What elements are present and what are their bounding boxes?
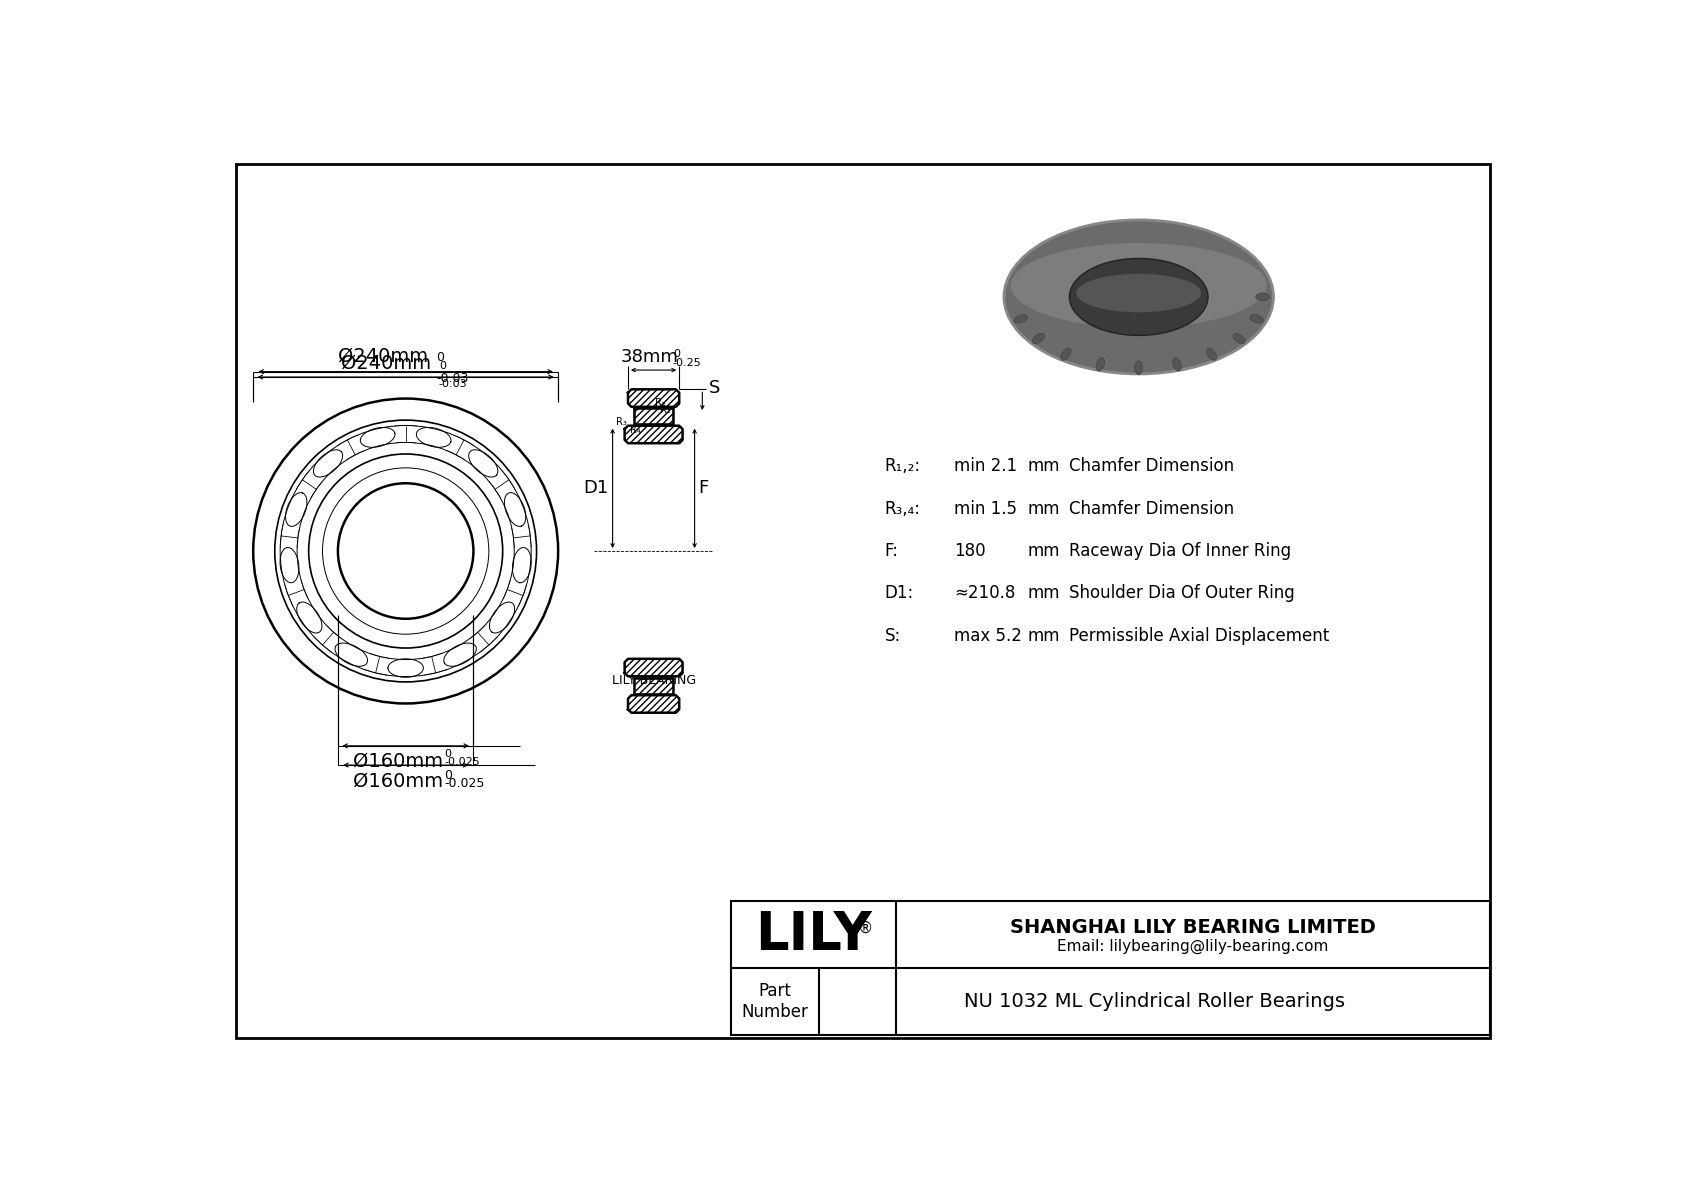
Text: Email: lilybearing@lily-bearing.com: Email: lilybearing@lily-bearing.com xyxy=(1058,939,1329,954)
Text: Shoulder Dia Of Outer Ring: Shoulder Dia Of Outer Ring xyxy=(1069,585,1295,603)
Text: mm: mm xyxy=(1027,500,1059,518)
Text: -0.025: -0.025 xyxy=(445,778,485,791)
Text: mm: mm xyxy=(1027,626,1059,644)
Polygon shape xyxy=(628,696,679,712)
Text: mm: mm xyxy=(1027,542,1059,560)
Text: S:: S: xyxy=(884,626,901,644)
Text: Permissible Axial Displacement: Permissible Axial Displacement xyxy=(1069,626,1330,644)
Text: Part
Number: Part Number xyxy=(741,981,808,1021)
Ellipse shape xyxy=(1250,314,1263,323)
Text: 0: 0 xyxy=(445,749,451,759)
Bar xyxy=(731,902,1490,1035)
Text: Ø240mm: Ø240mm xyxy=(337,347,428,366)
Ellipse shape xyxy=(1004,220,1273,374)
Ellipse shape xyxy=(1172,357,1180,370)
Ellipse shape xyxy=(1076,274,1201,312)
Polygon shape xyxy=(625,659,682,676)
Text: mm: mm xyxy=(1027,457,1059,475)
Polygon shape xyxy=(635,409,674,424)
Ellipse shape xyxy=(1135,361,1142,375)
Polygon shape xyxy=(635,678,674,694)
Text: Ø160mm: Ø160mm xyxy=(354,752,443,771)
Text: Chamfer Dimension: Chamfer Dimension xyxy=(1069,500,1234,518)
Text: ®: ® xyxy=(857,921,872,936)
Text: 0: 0 xyxy=(440,361,446,370)
Text: SHANGHAI LILY BEARING LIMITED: SHANGHAI LILY BEARING LIMITED xyxy=(1010,918,1376,937)
Ellipse shape xyxy=(1206,348,1218,360)
Ellipse shape xyxy=(1061,348,1071,360)
Ellipse shape xyxy=(1233,333,1244,344)
Text: 0: 0 xyxy=(674,349,680,360)
Polygon shape xyxy=(625,425,682,443)
Polygon shape xyxy=(625,659,682,676)
Text: F:: F: xyxy=(884,542,899,560)
Text: mm: mm xyxy=(1027,585,1059,603)
Text: R₂: R₂ xyxy=(655,398,665,409)
Text: F: F xyxy=(699,479,709,498)
Text: max 5.2: max 5.2 xyxy=(953,626,1022,644)
Ellipse shape xyxy=(1069,258,1207,336)
Text: Ø160mm: Ø160mm xyxy=(354,772,443,791)
Polygon shape xyxy=(628,389,679,407)
Text: Raceway Dia Of Inner Ring: Raceway Dia Of Inner Ring xyxy=(1069,542,1292,560)
Ellipse shape xyxy=(1010,243,1266,328)
Text: R₃,₄:: R₃,₄: xyxy=(884,500,921,518)
Ellipse shape xyxy=(1256,293,1270,301)
Text: -0.03: -0.03 xyxy=(440,379,468,389)
Text: R₁: R₁ xyxy=(660,405,670,414)
Ellipse shape xyxy=(1014,314,1027,323)
Text: -0.25: -0.25 xyxy=(674,357,702,368)
Text: 180: 180 xyxy=(953,542,985,560)
Polygon shape xyxy=(628,696,679,712)
Text: R₄: R₄ xyxy=(630,425,640,435)
Ellipse shape xyxy=(1032,333,1044,344)
Text: min 1.5: min 1.5 xyxy=(953,500,1017,518)
Text: -0.03: -0.03 xyxy=(436,372,468,385)
Text: LILY BEARING: LILY BEARING xyxy=(611,674,695,687)
Text: -0.025: -0.025 xyxy=(445,757,480,767)
Polygon shape xyxy=(628,389,679,407)
Text: D1: D1 xyxy=(584,479,608,498)
Text: R₁,₂:: R₁,₂: xyxy=(884,457,921,475)
Text: Ø240mm: Ø240mm xyxy=(342,354,431,373)
Text: LILY: LILY xyxy=(754,909,871,961)
Ellipse shape xyxy=(1096,357,1105,370)
Text: D1:: D1: xyxy=(884,585,914,603)
Text: 38mm: 38mm xyxy=(621,348,679,366)
Polygon shape xyxy=(635,409,674,424)
Text: Chamfer Dimension: Chamfer Dimension xyxy=(1069,457,1234,475)
Text: R₃: R₃ xyxy=(616,417,626,428)
Polygon shape xyxy=(625,425,682,443)
Text: 0: 0 xyxy=(445,769,453,782)
Polygon shape xyxy=(635,678,674,694)
Text: 0: 0 xyxy=(436,351,445,364)
Text: ≈210.8: ≈210.8 xyxy=(953,585,1015,603)
Text: S: S xyxy=(709,379,719,397)
Text: NU 1032 ML Cylindrical Roller Bearings: NU 1032 ML Cylindrical Roller Bearings xyxy=(963,992,1346,1011)
Text: min 2.1: min 2.1 xyxy=(953,457,1017,475)
